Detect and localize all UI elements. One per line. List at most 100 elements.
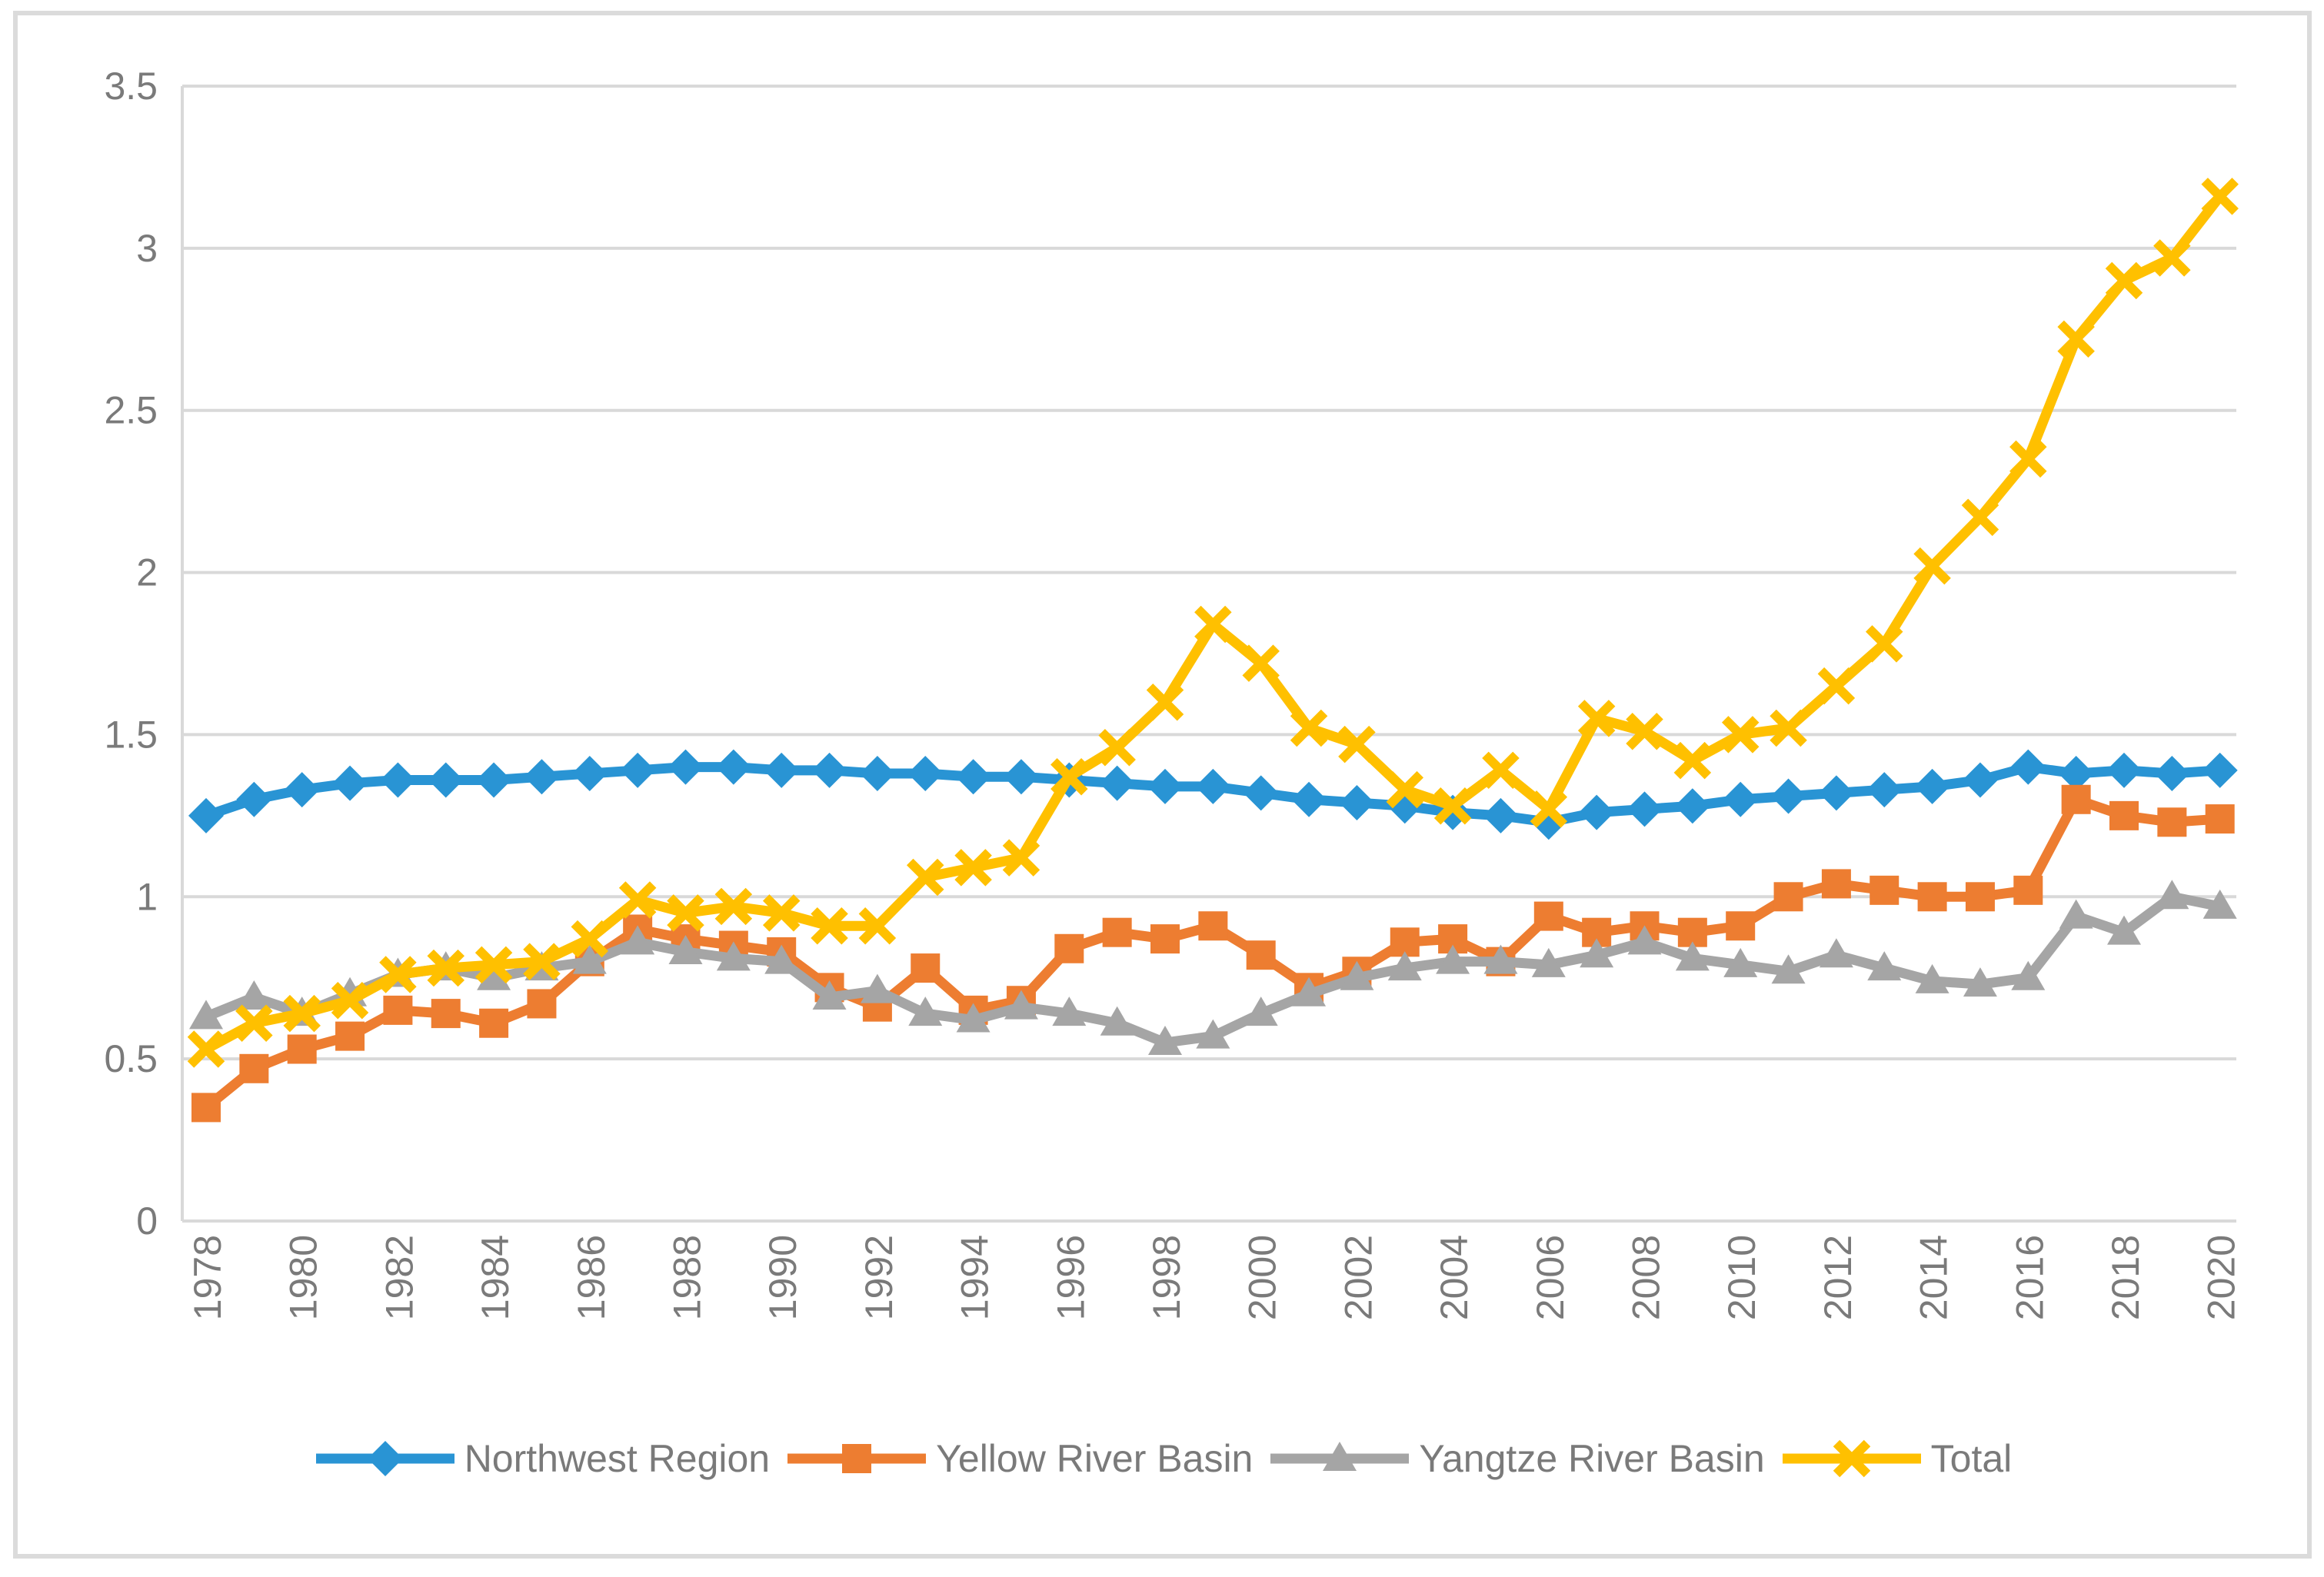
marker-yangtze-river-basin	[1340, 960, 1374, 990]
marker-northwest-region	[715, 749, 751, 785]
marker-total	[1146, 684, 1184, 721]
marker-yellow-river-basin	[431, 999, 461, 1029]
marker-total	[331, 981, 369, 1020]
marker-northwest-region	[1147, 768, 1183, 804]
marker-northwest-region	[284, 772, 320, 808]
marker-total	[1721, 716, 1760, 754]
marker-northwest-region	[188, 797, 224, 833]
marker-yellow-river-basin	[1917, 882, 1947, 912]
marker-total	[379, 956, 417, 993]
legend-marker-glyph	[1833, 1439, 1870, 1478]
marker-yangtze-river-basin	[764, 944, 799, 974]
marker-yangtze-river-basin	[1627, 925, 1662, 955]
marker-yangtze-river-basin	[1963, 967, 1997, 997]
marker-northwest-region	[1483, 797, 1519, 833]
marker-yellow-river-basin	[1726, 911, 1756, 941]
marker-northwest-region	[620, 752, 656, 788]
legend-label-yellow-river-basin: Yellow River Basin	[936, 1437, 1254, 1480]
marker-yellow-river-basin	[2109, 800, 2139, 830]
marker-yangtze-river-basin	[2011, 960, 2046, 990]
legend-label-yangtze-river-basin: Yangtze River Basin	[1419, 1437, 1765, 1480]
x-axis-label: 2018	[2104, 1235, 2147, 1320]
marker-northwest-region	[476, 762, 512, 798]
x-axis-label: 2002	[1337, 1235, 1380, 1320]
marker-yangtze-river-basin	[1867, 951, 1902, 981]
marker-yangtze-river-basin	[477, 960, 511, 990]
marker-northwest-region	[1914, 768, 1950, 804]
marker-yangtze-river-basin	[237, 980, 271, 1010]
marker-yangtze-river-basin	[812, 980, 847, 1010]
marker-yangtze-river-basin	[1723, 947, 1758, 977]
marker-northwest-region	[380, 762, 416, 798]
marker-total	[2153, 239, 2191, 277]
marker-yellow-river-basin	[383, 995, 413, 1025]
marker-yellow-river-basin	[2157, 807, 2187, 837]
marker-total	[1577, 700, 1616, 737]
marker-yellow-river-basin	[335, 1021, 365, 1051]
marker-yellow-river-basin	[1870, 875, 1899, 905]
marker-yellow-river-basin	[1246, 940, 1276, 970]
legend-marker-glyph	[367, 1441, 403, 1476]
marker-total	[2105, 261, 2143, 300]
marker-northwest-region	[2010, 749, 2046, 785]
x-axis-label: 1996	[1049, 1235, 1092, 1320]
legend-marker-glyph	[1323, 1442, 1357, 1471]
marker-yangtze-river-basin	[1148, 1026, 1182, 1056]
marker-total	[571, 920, 609, 958]
marker-northwest-region	[764, 752, 800, 788]
marker-northwest-region	[524, 759, 560, 795]
marker-yangtze-river-basin	[2155, 880, 2189, 910]
series-yellow-river-basin	[191, 784, 2235, 1123]
marker-northwest-region	[1579, 794, 1615, 830]
marker-total	[1866, 625, 1903, 663]
marker-yellow-river-basin	[1198, 911, 1228, 941]
marker-total	[907, 858, 944, 897]
marker-yangtze-river-basin	[1100, 1006, 1134, 1036]
marker-yangtze-river-basin	[1196, 1019, 1230, 1049]
marker-yangtze-river-basin	[1244, 996, 1278, 1026]
marker-yangtze-river-basin	[2059, 899, 2093, 929]
marker-yellow-river-basin	[1102, 917, 1132, 947]
legend-label-northwest-region: Northwest Region	[464, 1437, 771, 1480]
marker-yellow-river-basin	[239, 1053, 269, 1083]
legend-label-total: Total	[1930, 1437, 2013, 1480]
marker-yellow-river-basin	[1150, 924, 1180, 954]
marker-yellow-river-basin	[2061, 784, 2091, 814]
x-axis-label: 1978	[186, 1235, 229, 1320]
marker-yangtze-river-basin	[1580, 938, 1614, 968]
marker-northwest-region	[1818, 775, 1854, 811]
marker-yangtze-river-basin	[860, 973, 894, 1003]
marker-total	[954, 849, 992, 887]
marker-northwest-region	[859, 756, 895, 792]
marker-total	[1817, 667, 1856, 705]
marker-total	[1386, 770, 1423, 809]
marker-yangtze-river-basin	[1819, 938, 1853, 968]
marker-yangtze-river-basin	[1292, 976, 1327, 1006]
marker-yangtze-river-basin	[1052, 996, 1087, 1026]
y-axis-label: 3.5	[104, 65, 158, 108]
x-axis-label: 1984	[474, 1235, 517, 1320]
x-axis-label: 2010	[1720, 1235, 1763, 1320]
marker-yellow-river-basin	[2013, 875, 2043, 905]
marker-yellow-river-basin	[1821, 869, 1851, 899]
x-axis-label: 1994	[954, 1235, 997, 1320]
marker-yangtze-river-basin	[1004, 990, 1038, 1020]
marker-total	[1626, 712, 1663, 750]
y-axis-label: 0	[136, 1199, 158, 1243]
marker-yangtze-river-basin	[1771, 954, 1806, 984]
y-axis-label: 3	[136, 227, 158, 270]
y-axis-label: 1.5	[104, 713, 158, 756]
y-axis-label: 2.5	[104, 389, 158, 432]
marker-yellow-river-basin	[2205, 804, 2235, 834]
marker-northwest-region	[1195, 768, 1231, 804]
marker-northwest-region	[668, 749, 704, 785]
x-axis-label: 2006	[1529, 1235, 1572, 1320]
marker-northwest-region	[811, 752, 847, 788]
legend-marker-yellow-river-basin-icon	[787, 1444, 927, 1473]
x-axis-label: 2016	[2008, 1235, 2051, 1320]
marker-total	[1433, 787, 1472, 825]
x-axis-label: 2020	[2200, 1235, 2243, 1320]
marker-total	[714, 887, 753, 926]
legend-item-northwest-region: Northwest Region	[312, 1428, 770, 1489]
legend-item-yellow-river-basin: Yellow River Basin	[784, 1428, 1253, 1489]
